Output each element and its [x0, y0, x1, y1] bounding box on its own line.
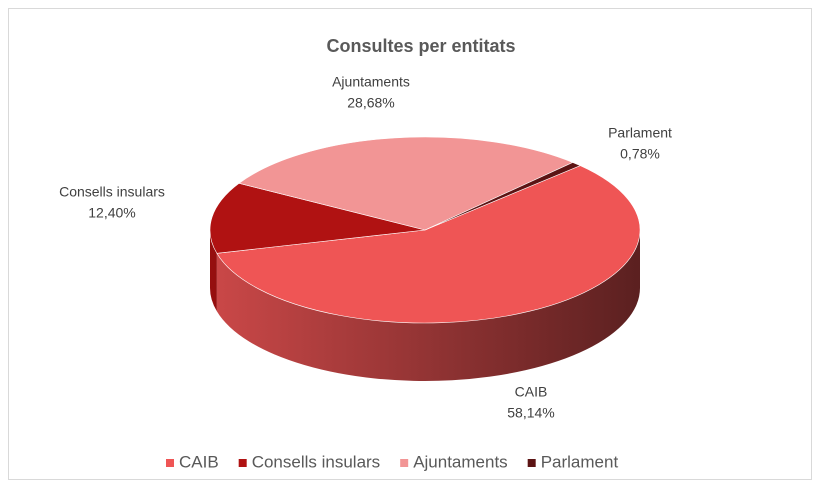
slice-value-label: 28,68%: [347, 95, 394, 111]
slice-label: Consells insulars: [59, 184, 165, 200]
legend-swatch: [238, 459, 247, 467]
chart-title: Consultes per entitats: [326, 36, 515, 56]
slice-value-label: 58,14%: [507, 405, 554, 421]
pie-slice: [216, 165, 641, 324]
pie-slice: [238, 136, 574, 231]
legend-label: Ajuntaments: [413, 452, 508, 471]
slice-label: Ajuntaments: [332, 74, 410, 90]
legend-swatch: [166, 459, 174, 467]
legend-swatch: [527, 459, 536, 467]
pie-side: [216, 230, 641, 382]
slice-label: CAIB: [515, 384, 548, 400]
pie-slice: [209, 182, 426, 254]
pie-slice: [424, 162, 581, 231]
legend-label: Consells insulars: [252, 452, 381, 471]
slice-value-label: 12,40%: [88, 205, 135, 221]
legend-swatch: [400, 459, 409, 467]
legend-label: Parlament: [541, 452, 619, 471]
slice-label: Parlament: [608, 125, 672, 141]
slice-value-label: 0,78%: [620, 146, 660, 162]
legend-label: CAIB: [179, 452, 219, 471]
